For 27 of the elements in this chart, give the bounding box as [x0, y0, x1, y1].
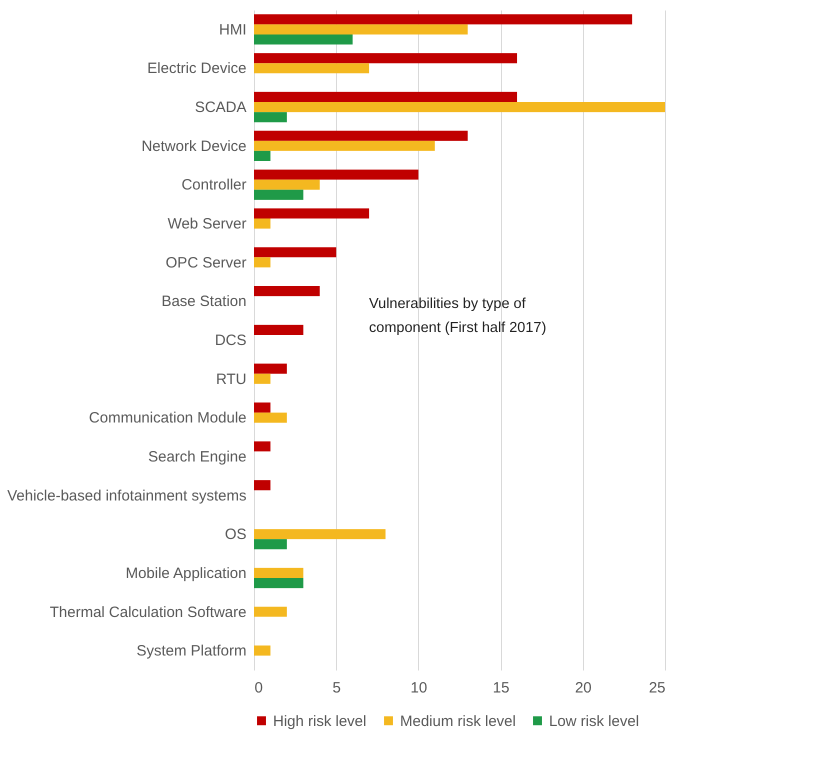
y-tick-label: SCADA — [194, 99, 246, 116]
x-tick-label: 15 — [492, 680, 510, 696]
y-tick-label: Mobile Application — [126, 564, 246, 582]
y-tick-label: Communication Module — [88, 410, 246, 427]
annotation: Vulnerabilities by type of component (First half 2017) — [369, 296, 546, 336]
x-tick-label: 20 — [574, 680, 592, 696]
x-tick-label: 25 — [648, 680, 666, 696]
legend-label: Low risk level — [549, 712, 640, 730]
x-tick-label: 0 — [254, 680, 263, 696]
y-tick-label: Search Engine — [148, 448, 246, 466]
y-tick-label: System Platform — [136, 642, 246, 660]
y-tick-label: Network Device — [141, 138, 246, 155]
y-tick-label: DCS — [214, 332, 246, 349]
y-tick-label: Controller — [181, 176, 246, 194]
y-tick-label: Web Server — [168, 216, 246, 233]
x-tick-label: 10 — [410, 680, 428, 696]
y-tick-label: OPC Server — [166, 254, 246, 272]
y-tick-label: Base Station — [161, 293, 246, 310]
legend-label: High risk level — [273, 712, 366, 730]
x-tick-label: 5 — [332, 680, 341, 696]
y-tick-label: Thermal Calculation Software — [50, 604, 246, 621]
legend-label: Medium risk level — [400, 712, 516, 730]
y-tick-label: Electric Device — [147, 60, 246, 78]
y-tick-label: HMI — [219, 21, 246, 38]
y-tick-label: OS — [224, 526, 246, 544]
y-tick-label: RTU — [216, 370, 246, 388]
y-tick-label: Vehicle-based infotainment systems — [7, 487, 246, 504]
